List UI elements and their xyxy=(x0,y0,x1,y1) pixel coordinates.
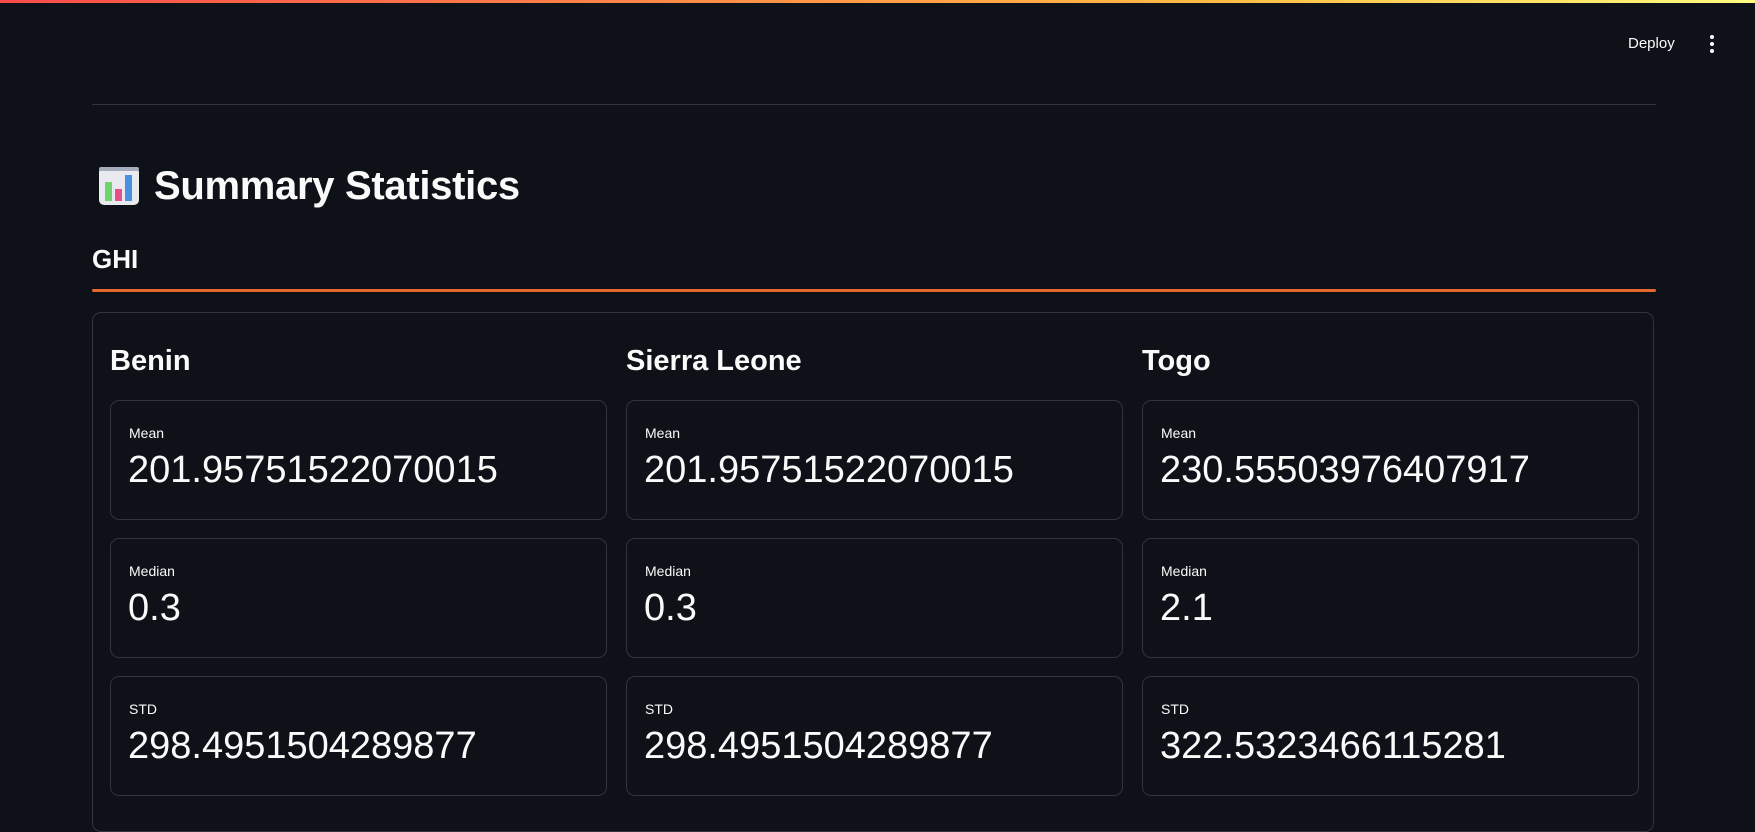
metric-value: 0.3 xyxy=(644,587,697,629)
metric-value: 322.5323466115281 xyxy=(1160,725,1506,767)
top-decoration-bar xyxy=(0,0,1755,3)
bar-chart-icon xyxy=(99,167,139,205)
metric-label: Mean xyxy=(129,425,165,441)
metric-card: STD 298.4951504289877 xyxy=(626,676,1123,796)
app-header: Deploy xyxy=(0,3,1755,81)
section-header: GHI xyxy=(92,244,139,274)
metric-card: Median 0.3 xyxy=(110,538,607,658)
section-divider xyxy=(92,289,1656,292)
metric-label: STD xyxy=(129,701,157,717)
metric-card: Mean 201.95751522070015 xyxy=(110,400,607,520)
metric-label: Median xyxy=(129,563,175,579)
metric-value: 2.1 xyxy=(1160,587,1213,629)
metric-label: Mean xyxy=(1161,425,1197,441)
country-title: Sierra Leone xyxy=(626,345,802,377)
vertical-dots-icon[interactable] xyxy=(1700,29,1724,59)
metric-label: STD xyxy=(645,701,673,717)
deploy-button[interactable]: Deploy xyxy=(1628,35,1675,52)
metric-value: 298.4951504289877 xyxy=(644,725,993,767)
metric-value: 201.95751522070015 xyxy=(644,449,1014,491)
metric-card: Median 0.3 xyxy=(626,538,1123,658)
stats-container: Benin Mean 201.95751522070015 Median 0.3… xyxy=(92,312,1654,832)
divider xyxy=(92,104,1656,105)
metric-label: STD xyxy=(1161,701,1189,717)
country-title: Togo xyxy=(1142,345,1211,377)
metric-label: Median xyxy=(645,563,691,579)
metric-value: 0.3 xyxy=(128,587,181,629)
country-title: Benin xyxy=(110,345,191,377)
metric-card: Mean 201.95751522070015 xyxy=(626,400,1123,520)
page-title-text: Summary Statistics xyxy=(154,163,520,208)
metric-label: Median xyxy=(1161,563,1207,579)
metric-label: Mean xyxy=(645,425,681,441)
metric-card: STD 322.5323466115281 xyxy=(1142,676,1639,796)
metric-value: 298.4951504289877 xyxy=(128,725,477,767)
metric-card: STD 298.4951504289877 xyxy=(110,676,607,796)
page-title: Summary Statistics xyxy=(98,158,520,214)
metric-value: 201.95751522070015 xyxy=(128,449,498,491)
metric-value: 230.55503976407917 xyxy=(1160,449,1530,491)
metric-card: Median 2.1 xyxy=(1142,538,1639,658)
metric-card: Mean 230.55503976407917 xyxy=(1142,400,1639,520)
